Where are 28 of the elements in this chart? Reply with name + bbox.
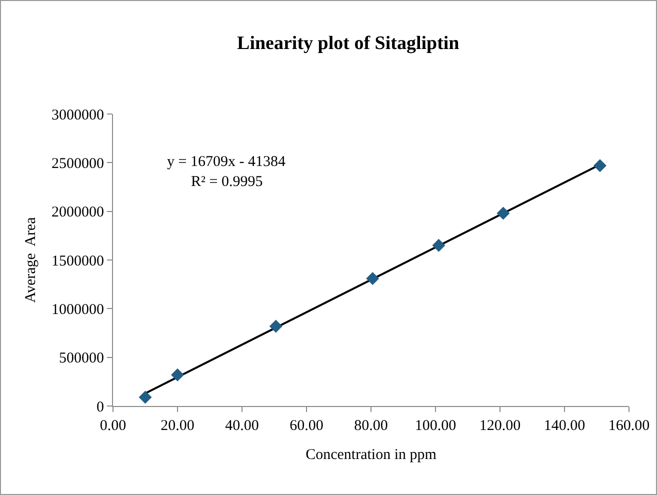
x-tick-label: 160.00 <box>608 418 650 434</box>
x-tick-label: 0.00 <box>100 418 126 434</box>
point <box>171 368 184 382</box>
annotation: y = 16709x - 41384 <box>167 154 286 170</box>
x-tick-label: 120.00 <box>479 418 521 434</box>
point <box>432 238 446 252</box>
point <box>138 390 152 404</box>
y-tick-label: 500000 <box>59 350 104 367</box>
y-axis-title: Average Area <box>22 216 39 303</box>
point <box>593 159 606 172</box>
x-tick-label: 20.00 <box>160 418 194 434</box>
x-tick-label: 80.00 <box>354 418 388 434</box>
x-axis-title: Concentration in ppm <box>306 447 437 463</box>
y-tick-label: 2500000 <box>52 156 104 172</box>
point <box>496 206 510 220</box>
chart-title: Linearity plot of Sitagliptin <box>237 32 460 54</box>
x-tick-label: 100.00 <box>414 418 456 434</box>
x-tick-label: 60.00 <box>290 418 324 434</box>
y-tick-label: 1000000 <box>52 302 104 318</box>
point <box>366 272 380 285</box>
point <box>269 320 282 333</box>
x-tick-label: 40.00 <box>225 418 259 434</box>
y-tick-label: 1500000 <box>52 253 104 270</box>
x-tick-label: 140.00 <box>544 418 586 434</box>
annotation: R² = 0.9995 <box>191 174 263 190</box>
y-tick-label: 0 <box>96 399 104 416</box>
y-tick-label: 3000000 <box>52 107 104 124</box>
y-tick-label: 2000000 <box>52 204 104 221</box>
